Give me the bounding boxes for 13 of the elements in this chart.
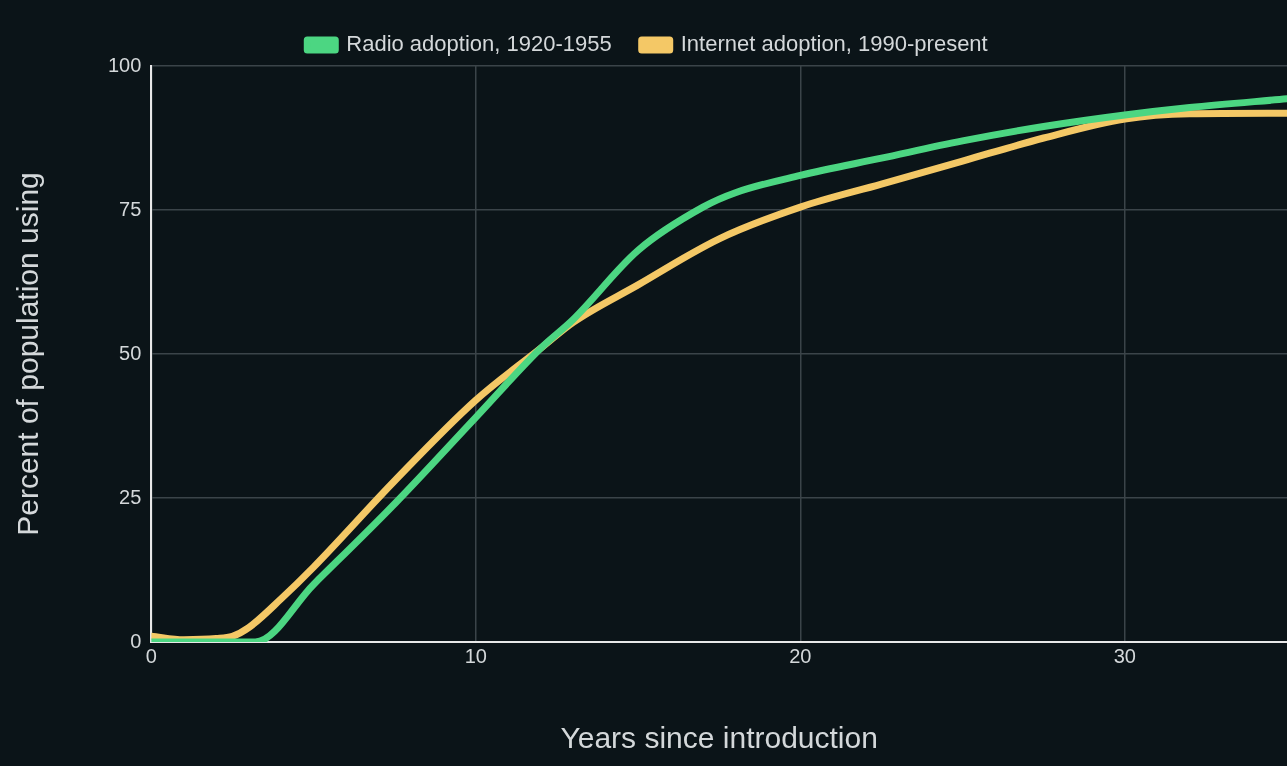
- legend-label: Radio adoption, 1920-1955: [346, 31, 612, 57]
- y-axis-title: Percent of population using: [11, 172, 45, 536]
- y-tick-label: 100: [107, 53, 142, 76]
- legend-label: Internet adoption, 1990-present: [680, 31, 988, 57]
- y-tick-label: 0: [130, 629, 142, 652]
- y-tick-label: 50: [119, 341, 142, 364]
- x-tick-label: 0: [145, 644, 157, 667]
- x-tick-label: 30: [1113, 644, 1136, 667]
- x-tick-label: 20: [789, 644, 812, 667]
- y-tick-label: 25: [119, 485, 142, 508]
- x-axis-title: Years since introduction: [560, 721, 878, 755]
- y-tick-label: 75: [119, 197, 142, 220]
- x-tick-label: 10: [464, 644, 487, 667]
